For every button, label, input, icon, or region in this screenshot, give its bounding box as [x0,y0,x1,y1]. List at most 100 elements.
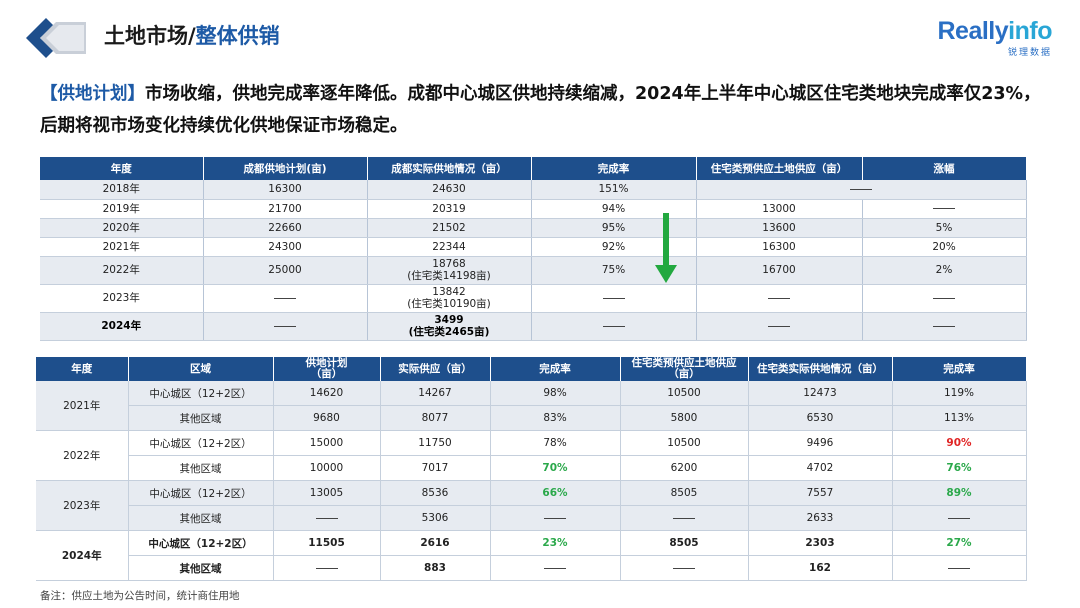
table-row: 2020年 22660 21502 95% 13600 5% [40,218,1027,238]
year-cell: 2023年 [40,284,204,313]
res-rate-cell: 90% [892,430,1027,456]
table-row: 其他区域 883 162 [36,555,1027,581]
actual-cell: 20319 [367,199,532,219]
column-header: 供地计划 （亩） [273,357,381,381]
residential-cell: 13000 [696,199,863,219]
actual-cell: 8077 [380,405,491,431]
rate-cell: 94% [531,199,697,219]
dash-mark [544,517,566,519]
rate-cell [531,312,697,341]
actual-cell: 13842 (住宅类10190亩) [367,284,532,313]
res-plan-cell: 10500 [620,430,749,456]
year-cell: 2018年 [40,180,204,200]
year-cell: 2022年 [36,430,129,481]
table-row: 2022年 中心城区（12+2区） 15000 11750 78% 10500 9496 90… [36,430,1027,481]
rate-cell [490,505,621,531]
actual-cell: 3499 (住宅类2465亩) [367,312,532,341]
column-header: 成都供地计划(亩) [203,157,368,180]
plan-cell: 25000 [203,256,368,285]
growth-cell [862,284,1027,313]
table-row: 其他区域 5306 2633 [36,505,1027,531]
slide-logo-icon [26,18,86,58]
column-header: 完成率 [490,357,621,381]
year-cell: 2021年 [36,381,129,431]
dash-mark [850,188,872,190]
actual-cell: 7017 [380,455,491,481]
actual-cell: 883 [380,555,491,581]
area-cell: 其他区域 [128,405,274,431]
plan-cell: 11505 [273,530,381,556]
plan-cell: 10000 [273,455,381,481]
column-header: 年度 [36,357,129,381]
res-rate-cell: 76% [892,455,1027,481]
rate-cell: 23% [490,530,621,556]
column-header: 住宅类实际供地情况（亩） [748,357,893,381]
year-cell: 2019年 [40,199,204,219]
plan-cell: 9680 [273,405,381,431]
dash-mark [602,325,625,327]
res-actual-cell: 2303 [748,530,893,556]
table-row: 2021年 24300 22344 92% 16300 20% [40,237,1027,257]
res-rate-cell: 113% [892,405,1027,431]
dash-mark [274,297,296,299]
area-cell: 其他区域 [128,455,274,481]
rate-cell: 66% [490,480,621,506]
footnote: 备注：供应土地为公告时间，统计商住用地 [40,590,240,602]
year-cell: 2022年 [40,256,204,285]
table-row: 2023年 中心城区（12+2区） 13005 8536 66% 8505 7557 89% [36,480,1027,531]
plan-cell: 13005 [273,480,381,506]
growth-cell [862,199,1027,219]
column-header: 住宅类预供应土地供应（亩） [696,157,863,180]
table-row: 2023年 13842 (住宅类10190亩) [40,284,1027,313]
actual-cell: 5306 [380,505,491,531]
res-plan-cell: 8505 [620,530,749,556]
actual-cell: 11750 [380,430,491,456]
plan-cell: 21700 [203,199,368,219]
res-plan-cell [620,555,749,581]
dash-mark [768,325,790,327]
actual-cell: 14267 [380,381,491,406]
area-cell: 中心城区（12+2区） [128,430,274,456]
rate-cell: 151% [531,180,697,200]
rate-cell [531,284,697,313]
rate-cell: 95% [531,218,697,238]
rate-cell: 75% [531,256,697,285]
plan-cell [203,284,368,313]
actual-cell: 18768 (住宅类14198亩) [367,256,532,285]
plan-cell: 15000 [273,430,381,456]
dash-mark [948,567,970,569]
res-actual-cell: 12473 [748,381,893,406]
brand-logo: Reallyinfo 锐理数据 [937,17,1053,58]
growth-cell [862,312,1027,341]
column-header: 完成率 [892,357,1027,381]
year-cell: 2024年 [40,312,204,341]
actual-cell: 21502 [367,218,532,238]
area-cell: 中心城区（12+2区） [128,530,274,556]
rate-cell: 70% [490,455,621,481]
plan-cell [273,505,381,531]
residential-cell [696,284,863,313]
rate-cell: 78% [490,430,621,456]
growth-cell: 20% [862,237,1027,257]
res-rate-cell [892,505,1027,531]
year-cell: 2020年 [40,218,204,238]
area-cell: 中心城区（12+2区） [128,480,274,506]
growth-cell: 5% [862,218,1027,238]
dash-mark [602,297,625,299]
table-row: 2024年 3499 (住宅类2465亩) [40,312,1027,341]
table-row: 2022年 25000 18768 (住宅类14198亩) 75% 16700 2% [40,256,1027,285]
res-actual-cell: 7557 [748,480,893,506]
plan-cell [203,312,368,341]
res-plan-cell: 8505 [620,480,749,506]
plan-cell [273,555,381,581]
residential-cell [696,312,863,341]
dash-mark [933,325,955,327]
dash-mark [933,208,955,209]
res-actual-cell: 4702 [748,455,893,481]
table-row: 其他区域 10000 7017 70% 6200 4702 76% [36,455,1027,481]
res-rate-cell: 89% [892,480,1027,506]
res-plan-cell: 5800 [620,405,749,431]
land-plan-table: 年度 成都供地计划(亩) 成都实际供地情况（亩） 完成率 住宅类预供应土地供应（亩） 涨幅… [40,157,1027,341]
column-header: 成都实际供地情况（亩） [367,157,532,180]
residential-cell: 13600 [696,218,863,238]
